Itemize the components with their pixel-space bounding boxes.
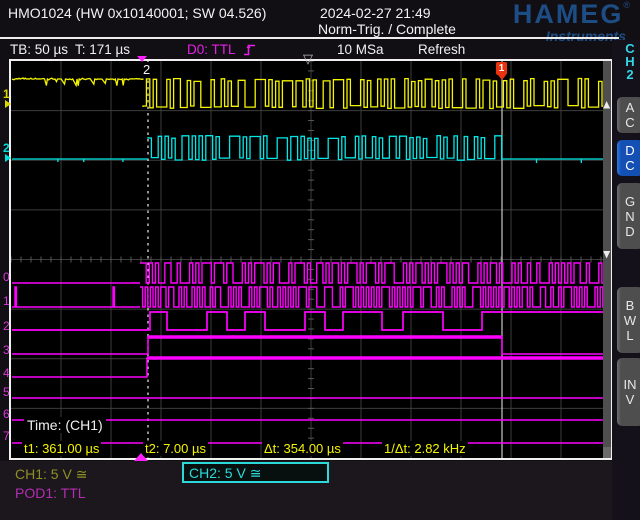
- digital-label-d5: 5: [3, 385, 10, 399]
- bwl-button-label: BWL: [623, 297, 637, 343]
- datetime: 2024-02-27 21:49: [320, 5, 431, 21]
- digital-label-d7: 7: [3, 429, 10, 443]
- ch2-marker-arrow-icon: [5, 154, 11, 162]
- sample-rate-readout: 10 MSa: [337, 42, 384, 57]
- measurement-title: Time: (CH1): [24, 417, 106, 433]
- ch1-ground-marker[interactable]: 1: [3, 87, 11, 108]
- coupling-ac-button[interactable]: AC: [617, 97, 640, 133]
- t1-readout: t1: 361.00 µs: [22, 441, 102, 456]
- acquisition-mode-readout[interactable]: Refresh: [418, 42, 466, 57]
- invert-button[interactable]: INV: [617, 358, 640, 426]
- trigger-status: Norm-Trig. / Complete: [318, 21, 456, 37]
- digital-label-d2: 2: [3, 319, 10, 333]
- waveform-display: [11, 61, 611, 458]
- coupling-dc-button[interactable]: DC: [617, 140, 640, 176]
- inverse-delta-t-readout: 1/Δt: 2.82 kHz: [382, 441, 468, 456]
- trigger-time-readout[interactable]: T: 171 µs: [75, 42, 131, 57]
- ch2-scale-selected-box[interactable]: CH2: 5 V ≅: [182, 462, 329, 483]
- trigger-source-label: D0: TTL: [187, 42, 236, 57]
- ch2-scale-label: CH2: 5 V ≅: [189, 465, 262, 481]
- hameg-logo: HAMEG® Instruments: [450, 0, 630, 44]
- ch1-scale-label[interactable]: CH1: 5 V ≅: [15, 466, 88, 482]
- delta-t-readout: Δt: 354.00 µs: [262, 441, 343, 456]
- bandwidth-limit-button[interactable]: BWL: [617, 287, 640, 353]
- trigger-position-marker-icon[interactable]: [137, 56, 147, 62]
- registered-icon: ®: [623, 0, 630, 10]
- dc-button-label: DC: [625, 143, 635, 173]
- trigger-position-bottom-marker-icon[interactable]: [134, 453, 148, 461]
- ch2-ground-marker[interactable]: 2: [3, 141, 11, 162]
- time-reference-marker-icon: ▽: [303, 51, 313, 66]
- logo-brand: HAMEG: [512, 0, 624, 29]
- header-divider: [0, 37, 619, 39]
- side-panel-title: CH2: [625, 41, 635, 82]
- cursor2-label[interactable]: 2: [142, 62, 152, 77]
- ch2-marker-label: 2: [3, 141, 10, 155]
- device-title: HMO1024 (HW 0x10140001; SW 04.526): [8, 5, 267, 21]
- digital-label-d6: 6: [3, 407, 10, 421]
- ch1-marker-arrow-icon: [5, 100, 11, 108]
- digital-label-d3: 3: [3, 343, 10, 357]
- gnd-button-label: GND: [624, 193, 636, 239]
- coupling-gnd-button[interactable]: GND: [617, 183, 640, 249]
- logo-subtitle: Instruments: [545, 28, 626, 44]
- timebase-readout[interactable]: TB: 50 µs: [10, 42, 69, 57]
- digital-label-d4: 4: [3, 366, 10, 380]
- cursor1-handle[interactable]: 1: [496, 62, 507, 80]
- trigger-source-readout[interactable]: D0: TTL: [187, 42, 256, 57]
- inv-button-label: INV: [623, 377, 637, 407]
- digital-label-d1: 1: [3, 294, 10, 308]
- ch1-marker-label: 1: [3, 87, 10, 101]
- ac-button-label: AC: [625, 100, 635, 130]
- digital-label-d0: 0: [3, 270, 10, 284]
- rising-edge-icon: [243, 44, 255, 55]
- t2-readout: t2: 7.00 µs: [143, 441, 208, 456]
- pod1-scale-label[interactable]: POD1: TTL: [15, 485, 86, 501]
